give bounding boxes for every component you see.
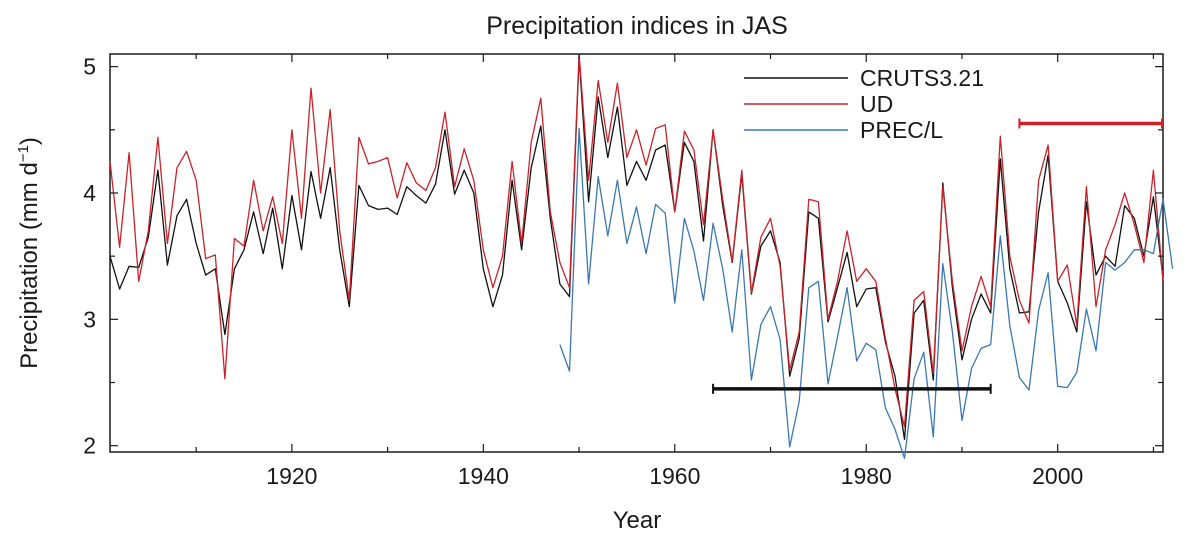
- y-tick-label: 4: [83, 180, 96, 206]
- y-tick-label: 3: [83, 306, 96, 332]
- x-tick-label: 1920: [266, 463, 317, 489]
- legend-item: UD: [744, 91, 893, 117]
- y-axis-label-main: Precipitation (mm d: [16, 162, 43, 369]
- chart-title: Precipitation indices in JAS: [486, 12, 788, 40]
- legend-item: CRUTS3.21: [744, 65, 984, 91]
- x-axis-label: Year: [613, 507, 662, 534]
- y-tick-label: 5: [83, 54, 96, 80]
- x-tick-label: 1940: [458, 463, 509, 489]
- series-layer: [109, 53, 1174, 459]
- legend-label: PREC/L: [860, 117, 943, 143]
- x-tick-labels: 1920 1940 1960 1980 2000: [266, 463, 1083, 489]
- legend-label: CRUTS3.21: [860, 65, 984, 91]
- x-tick-label: 1980: [841, 463, 892, 489]
- plot-frame: [109, 53, 1164, 453]
- y-axis-label: Precipitation (mm d−1): [15, 137, 43, 369]
- y-tick-labels: 2 3 4 5: [83, 54, 96, 459]
- plot-area: [109, 53, 1174, 459]
- legend-item: PREC/L: [744, 117, 943, 143]
- series-line-ud: [109, 53, 1164, 428]
- legend-label: UD: [860, 91, 893, 117]
- y-axis-label-close: ): [16, 137, 43, 145]
- series-line-prec-l: [559, 127, 1174, 459]
- axis-ticks: [110, 54, 1163, 452]
- period-markers: [712, 118, 1163, 394]
- y-axis-label-exponent: −1: [15, 145, 32, 162]
- x-tick-label: 1960: [649, 463, 700, 489]
- x-tick-label: 2000: [1032, 463, 1083, 489]
- period-marker-1: [712, 383, 992, 394]
- series-line-cruts3-21: [109, 55, 1164, 441]
- period-marker-2: [1018, 118, 1163, 129]
- y-tick-label: 2: [83, 433, 96, 459]
